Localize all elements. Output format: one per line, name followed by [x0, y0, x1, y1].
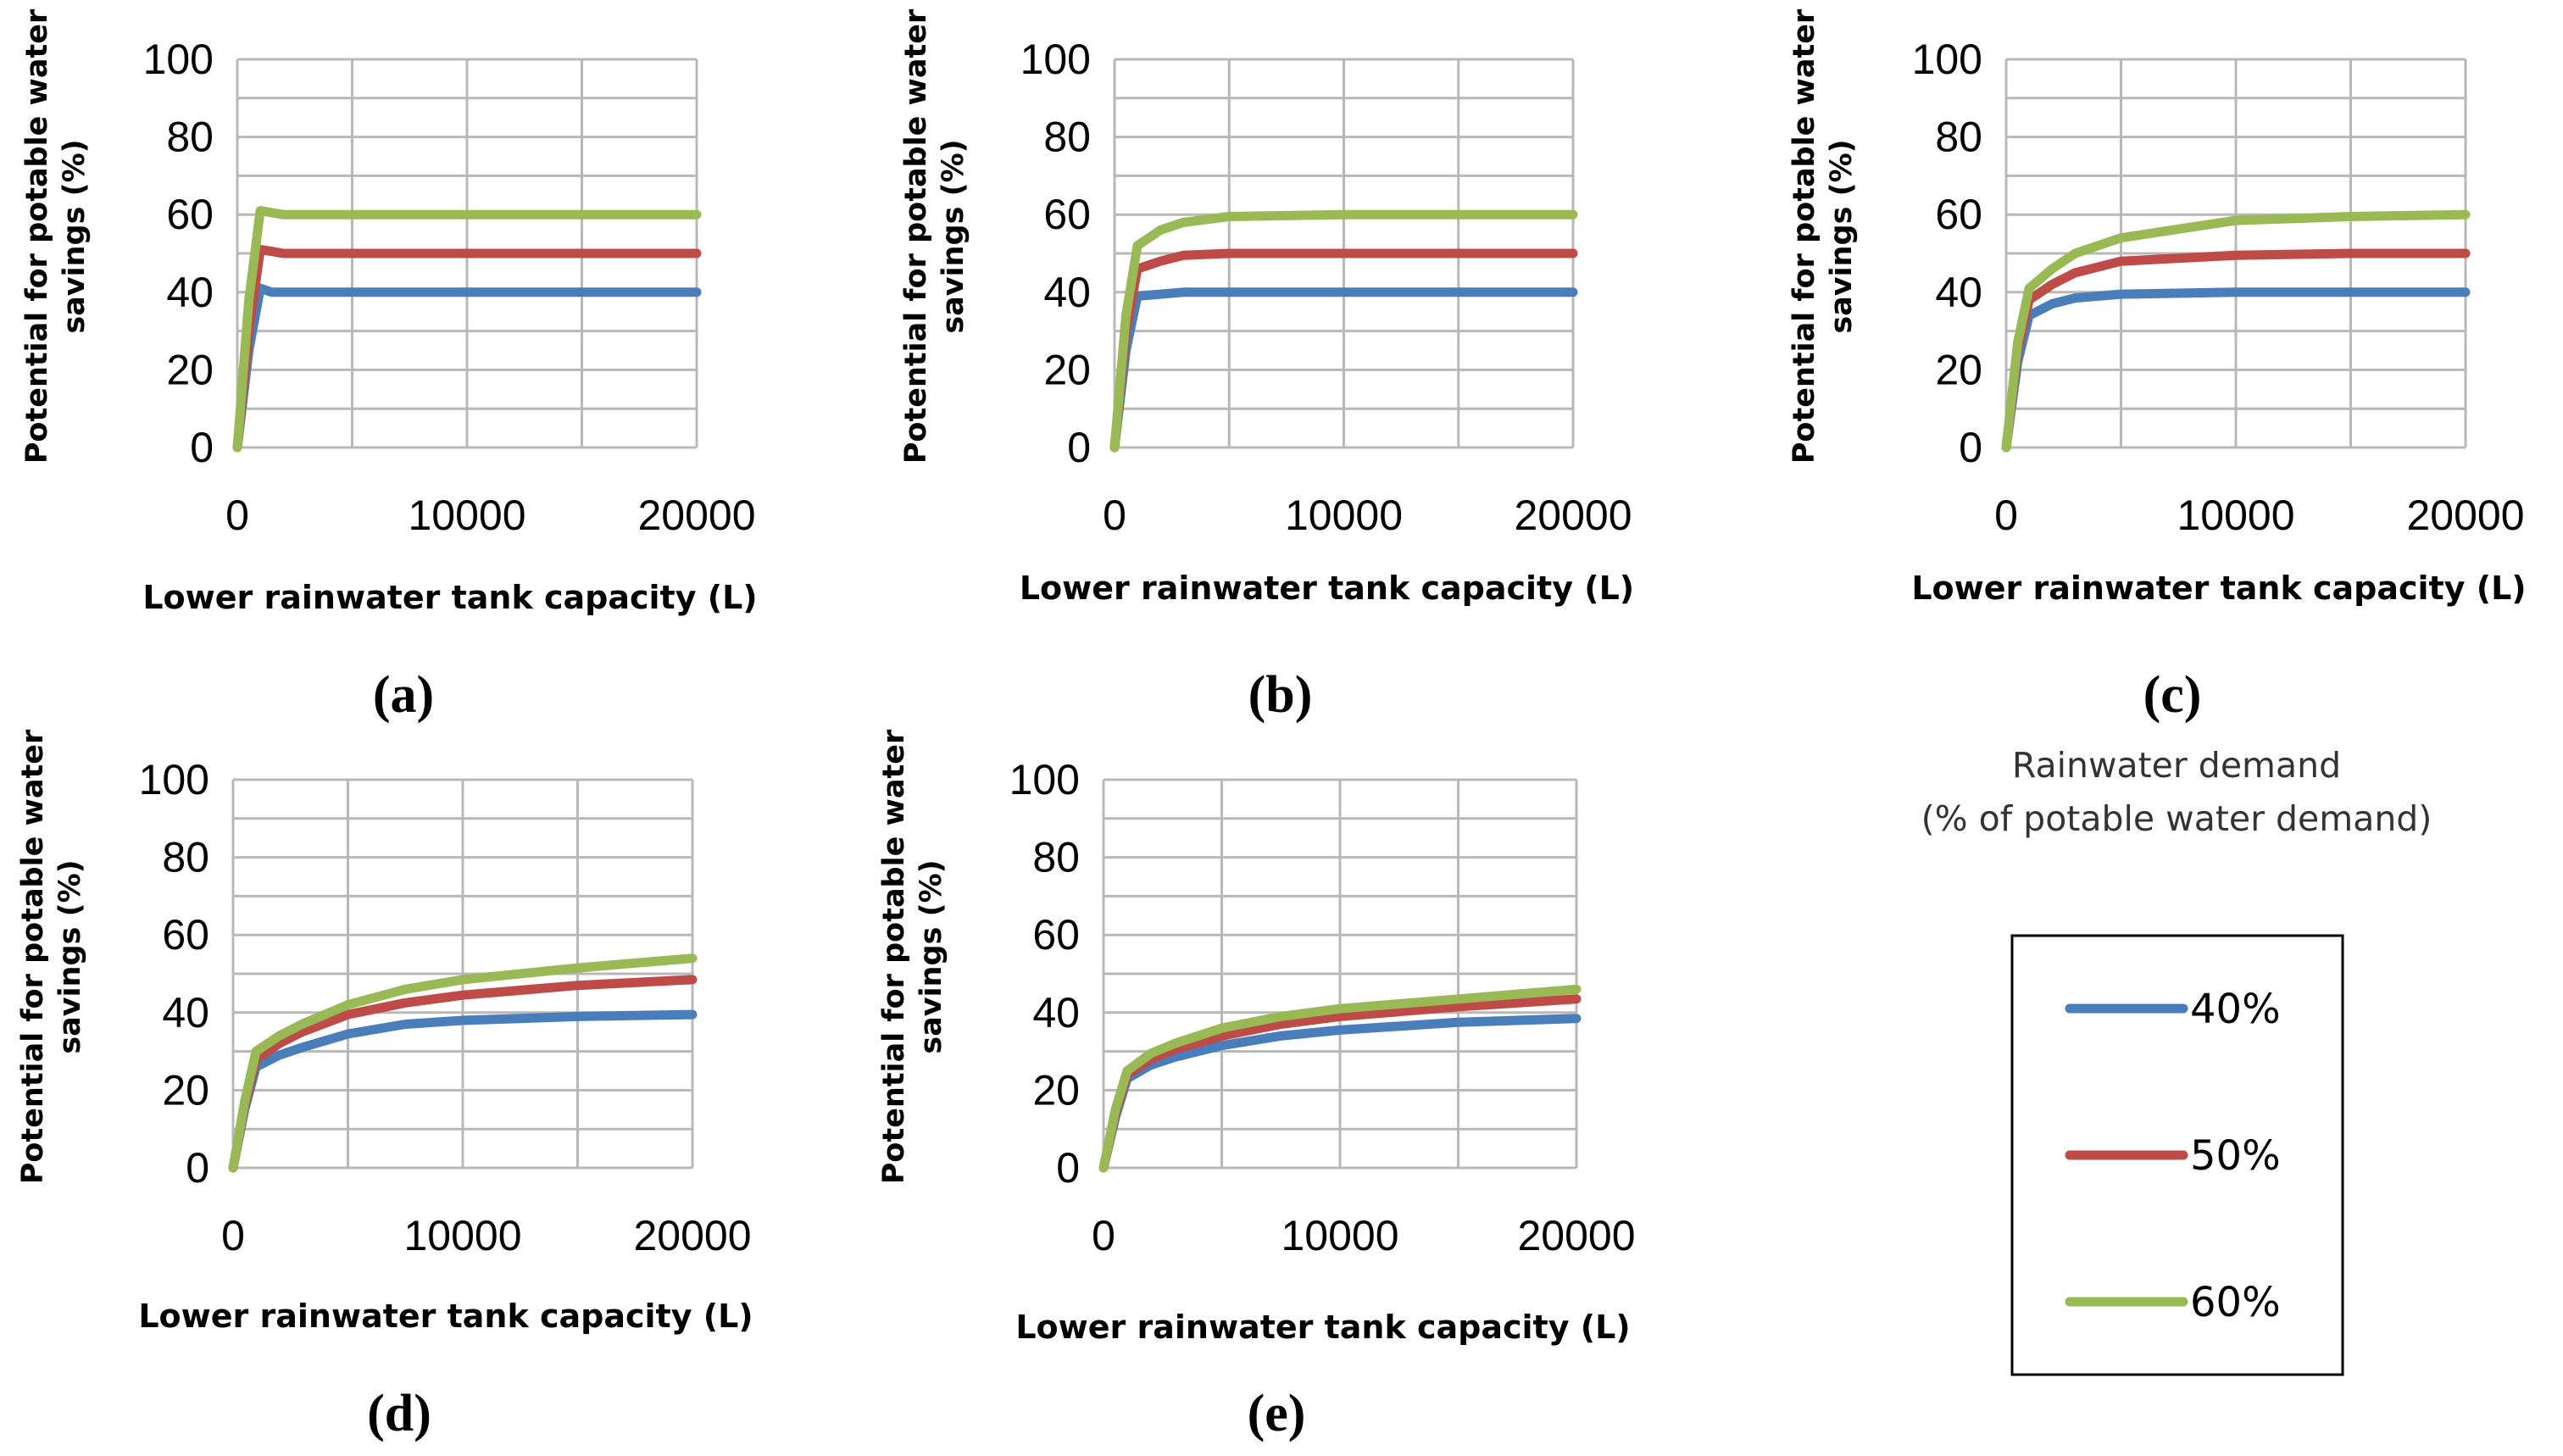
x-tick-label: 10000 — [1281, 1212, 1398, 1259]
y-tick-label: 80 — [1043, 114, 1091, 161]
legend-caption: Rainwater demand (% of potable water dem… — [1921, 745, 2432, 839]
x-tick-label: 0 — [1092, 1212, 1115, 1259]
y-tick-label: 80 — [1032, 834, 1080, 881]
y-axis-title-line1: Potential for potable water — [16, 729, 50, 1184]
legend-label-60: 60% — [2190, 1279, 2281, 1326]
legend-label-50: 50% — [2190, 1132, 2281, 1180]
y-tick-label: 20 — [1935, 346, 1982, 393]
y-axis-title-line2: savings (%) — [937, 139, 970, 333]
chart-panel-a: 0 20 40 60 80 100 0 10000 20000 Lower rainwater t… — [20, 8, 758, 724]
y-tick-label: 80 — [1935, 114, 1982, 161]
x-axis-title: Lower rainwater tank capacity (L) — [1911, 570, 2526, 607]
y-tick-label: 60 — [1032, 911, 1080, 959]
y-tick-label: 60 — [166, 191, 214, 238]
y-tick-label: 100 — [143, 36, 214, 83]
panel-label-e: (e) — [1248, 1385, 1306, 1442]
y-tick-label: 100 — [139, 756, 209, 803]
y-tick-label: 80 — [166, 114, 214, 161]
x-axis-title: Lower rainwater tank capacity (L) — [138, 1298, 753, 1335]
legend-title-line2: (% of potable water demand) — [1921, 798, 2432, 839]
y-axis-title-line1: Potential for potable water — [877, 729, 911, 1184]
x-tick-label: 0 — [1103, 492, 1126, 539]
chart-panel-e: 0 20 40 60 80 100 0 10000 20000 Lower rainwater t… — [877, 729, 1636, 1442]
x-tick-label: 0 — [225, 492, 249, 539]
x-tick-label: 20000 — [1517, 1212, 1635, 1259]
series-line-60 — [1109, 209, 1578, 453]
legend-label-40: 40% — [2190, 986, 2281, 1033]
y-tick-label: 0 — [1959, 424, 1982, 471]
panel-label-b: (b) — [1248, 666, 1313, 724]
x-tick-label: 10000 — [1285, 492, 1403, 539]
series-line-60 — [228, 953, 698, 1173]
y-tick-label: 0 — [1067, 424, 1091, 471]
y-axis-title-line1: Potential for potable water — [20, 8, 54, 464]
y-axis-title-line2: savings (%) — [58, 139, 92, 333]
series-line-60 — [1098, 984, 1582, 1173]
x-tick-label: 20000 — [637, 492, 755, 539]
series-line-60 — [2001, 209, 2471, 453]
y-tick-label: 100 — [1009, 756, 1080, 803]
y-tick-label: 40 — [1935, 269, 1982, 316]
chart-panel-c: 0 20 40 60 80 100 0 10000 20000 Lower rainwater t… — [1787, 8, 2527, 724]
y-axis-title-line2: savings (%) — [53, 859, 87, 1053]
x-tick-label: 0 — [221, 1212, 245, 1259]
x-tick-label: 10000 — [408, 492, 525, 539]
x-tick-label: 20000 — [2406, 492, 2524, 539]
y-tick-label: 20 — [166, 346, 214, 393]
chart-panel-d: 0 20 40 60 80 100 0 10000 20000 Lower rainwater t… — [16, 729, 753, 1442]
y-tick-label: 80 — [162, 834, 209, 881]
panel-label-a: (a) — [373, 666, 434, 724]
x-tick-label: 10000 — [403, 1212, 521, 1259]
legend: 40% 50% 60% — [2010, 934, 2344, 1376]
y-tick-label: 60 — [1043, 191, 1091, 238]
y-tick-label: 60 — [1935, 191, 1982, 238]
y-tick-label: 20 — [162, 1066, 209, 1114]
y-axis-title-line1: Potential for potable water — [1787, 8, 1821, 464]
panel-label-d: (d) — [367, 1385, 431, 1442]
y-tick-label: 20 — [1032, 1066, 1080, 1114]
chart-panel-b: 0 20 40 60 80 100 0 10000 20000 Lower rainwater t… — [899, 8, 1634, 724]
y-axis-title-line1: Potential for potable water — [899, 8, 933, 464]
y-tick-label: 0 — [190, 424, 214, 471]
legend-title-line1: Rainwater demand — [2012, 745, 2341, 786]
x-tick-label: 10000 — [2177, 492, 2294, 539]
y-tick-label: 100 — [1020, 36, 1091, 83]
x-axis-title: Lower rainwater tank capacity (L) — [142, 579, 757, 616]
y-axis-title-line2: savings (%) — [915, 859, 948, 1053]
x-tick-label: 20000 — [633, 1212, 751, 1259]
y-tick-label: 0 — [186, 1144, 209, 1192]
y-tick-label: 40 — [162, 989, 209, 1036]
y-tick-label: 100 — [1912, 36, 1982, 83]
x-tick-label: 0 — [1994, 492, 2018, 539]
y-tick-label: 40 — [166, 269, 214, 316]
y-tick-label: 0 — [1056, 1144, 1080, 1192]
panel-label-c: (c) — [2143, 666, 2202, 724]
y-tick-label: 60 — [162, 911, 209, 959]
x-axis-title: Lower rainwater tank capacity (L) — [1020, 570, 1634, 607]
y-axis-title-line2: savings (%) — [1825, 139, 1859, 333]
x-axis-title: Lower rainwater tank capacity (L) — [1015, 1309, 1630, 1346]
y-tick-label: 40 — [1032, 989, 1080, 1036]
series-line-60 — [232, 206, 702, 453]
y-tick-label: 20 — [1043, 346, 1091, 393]
y-tick-label: 40 — [1043, 269, 1091, 316]
x-tick-label: 20000 — [1514, 492, 1632, 539]
